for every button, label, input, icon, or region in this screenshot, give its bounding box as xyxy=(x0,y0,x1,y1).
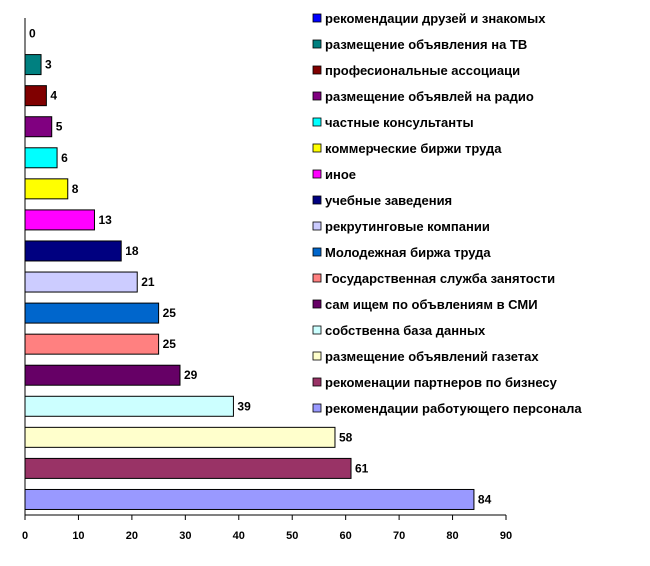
legend-label: частные консультанты xyxy=(325,115,474,130)
data-label: 18 xyxy=(125,244,139,258)
data-label: 84 xyxy=(478,492,492,506)
bar xyxy=(24,147,58,169)
legend-label: Молодежная биржа труда xyxy=(325,245,491,260)
x-tick-label: 0 xyxy=(22,530,28,542)
data-label: 25 xyxy=(163,306,177,320)
legend-label: собственна база данных xyxy=(325,323,486,338)
bars: 0 3 4 5 6 8 13 18 21 25 25 29 39 58 61 84 xyxy=(24,27,492,510)
bar xyxy=(24,271,138,293)
legend-swatch xyxy=(312,13,322,23)
legend-label: размещение объявления на ТВ xyxy=(325,37,527,52)
legend-swatch xyxy=(312,247,322,257)
legend-swatch xyxy=(312,65,322,75)
legend-swatch xyxy=(312,351,322,361)
legend-label: сам ищем по объвлениям в СМИ xyxy=(325,297,538,312)
data-label: 4 xyxy=(50,89,57,103)
legend-swatch xyxy=(312,377,322,387)
legend-swatch xyxy=(312,325,322,335)
legend-label: Государственная служба занятости xyxy=(325,271,555,286)
legend-swatch xyxy=(312,143,322,153)
x-tick-label: 80 xyxy=(446,530,458,542)
legend-label: рекомендации друзей и знакомых xyxy=(325,11,546,26)
legend-swatch xyxy=(312,39,322,49)
x-tick-label: 90 xyxy=(500,530,512,542)
legend-label: коммерческие биржи труда xyxy=(325,141,502,156)
bar xyxy=(24,85,47,107)
data-label: 21 xyxy=(141,275,155,289)
legend-label: рекоменации партнеров по бизнесу xyxy=(325,375,558,390)
legend-swatch xyxy=(312,403,322,413)
bar xyxy=(24,209,95,231)
x-axis: 0 10 20 30 40 50 60 70 80 90 xyxy=(22,18,512,542)
legend-label: размещение объявлей на радио xyxy=(325,89,534,104)
bar xyxy=(24,426,336,448)
legend-swatch xyxy=(312,91,322,101)
legend-swatch xyxy=(312,221,322,231)
legend-swatch xyxy=(312,169,322,179)
legend-label: учебные заведения xyxy=(325,193,452,208)
bar xyxy=(24,178,69,200)
data-label: 61 xyxy=(355,461,369,475)
bar xyxy=(24,457,352,479)
data-label: 6 xyxy=(61,151,68,165)
data-label: 58 xyxy=(339,430,353,444)
bar xyxy=(24,302,160,324)
bar xyxy=(24,364,181,386)
legend-label: размещение объявлений газетах xyxy=(325,349,539,364)
legend: рекомендации друзей и знакомых размещение… xyxy=(312,11,582,416)
bar xyxy=(24,54,42,76)
bar xyxy=(24,240,122,262)
legend-swatch xyxy=(312,299,322,309)
data-label: 3 xyxy=(45,58,52,72)
x-tick-label: 60 xyxy=(340,530,352,542)
legend-label: рекрутинговые компании xyxy=(325,219,490,234)
legend-label: професиональные ассоциаци xyxy=(325,63,520,78)
legend-label: иное xyxy=(325,167,356,182)
legend-label: рекомендации работующего персонала xyxy=(325,401,582,416)
legend-swatch xyxy=(312,273,322,283)
legend-swatch xyxy=(312,117,322,127)
data-label: 5 xyxy=(56,120,63,134)
data-label: 0 xyxy=(29,27,36,41)
x-tick-label: 40 xyxy=(233,530,245,542)
data-label: 8 xyxy=(72,182,79,196)
legend-swatch xyxy=(312,195,322,205)
data-label: 39 xyxy=(237,399,251,413)
x-tick-label: 30 xyxy=(179,530,191,542)
data-label: 25 xyxy=(163,337,177,351)
bar xyxy=(24,488,475,510)
x-tick-label: 50 xyxy=(286,530,298,542)
x-tick-label: 10 xyxy=(72,530,84,542)
bar xyxy=(24,333,160,355)
data-label: 29 xyxy=(184,368,198,382)
bar xyxy=(24,395,234,417)
bar xyxy=(24,116,53,138)
x-tick-label: 70 xyxy=(393,530,405,542)
x-tick-label: 20 xyxy=(126,530,138,542)
data-label: 13 xyxy=(98,213,112,227)
